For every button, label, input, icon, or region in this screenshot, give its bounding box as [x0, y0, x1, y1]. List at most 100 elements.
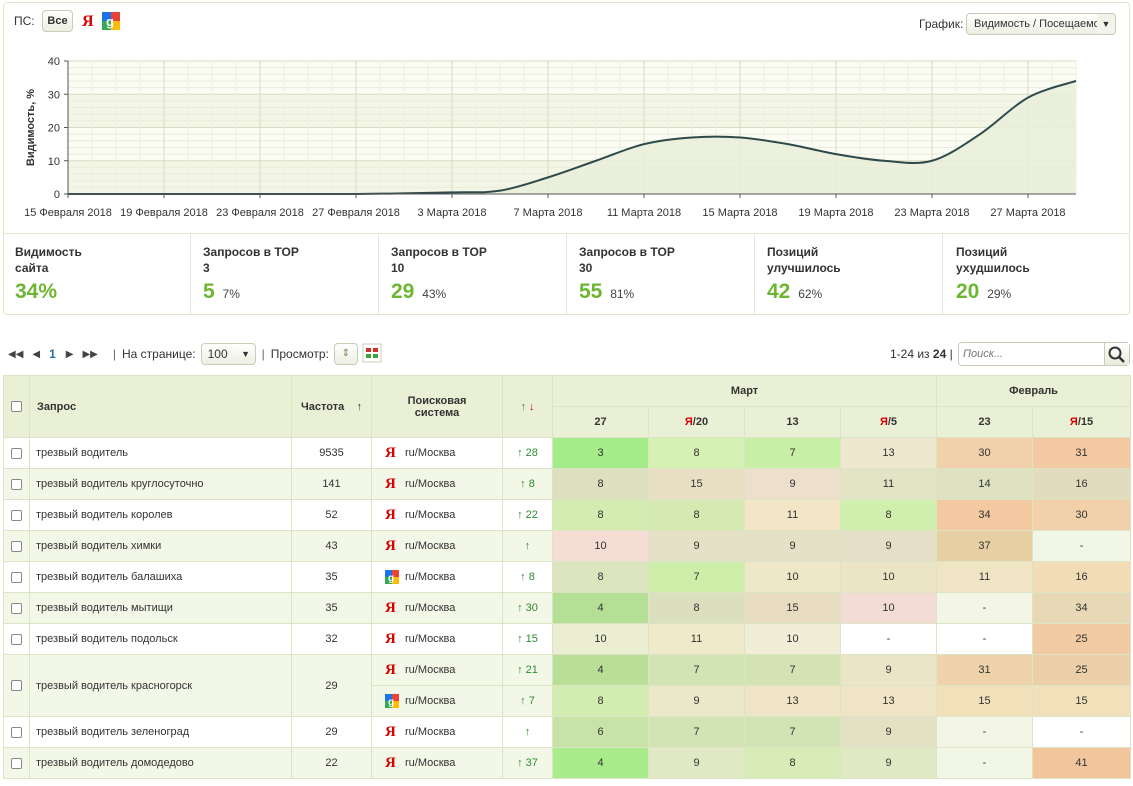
position-cell[interactable]: 7	[648, 654, 745, 686]
position-cell[interactable]: 7	[744, 437, 841, 469]
position-cell[interactable]: 31	[1032, 437, 1132, 469]
position-cell[interactable]: 7	[648, 561, 745, 593]
position-cell[interactable]: 4	[552, 747, 649, 779]
select-all-checkbox[interactable]	[11, 401, 22, 413]
date-header[interactable]: Я/20	[648, 406, 745, 438]
position-cell[interactable]: 9	[744, 530, 841, 562]
position-cell[interactable]: 6	[552, 716, 649, 748]
per-page-select[interactable]: 100 ▼	[200, 343, 256, 365]
position-cell[interactable]: 34	[936, 499, 1034, 531]
position-cell[interactable]: 15	[744, 592, 841, 624]
page-number[interactable]: 1	[49, 347, 56, 361]
graph-type-select[interactable]: Видимость / Посещаемо ▼	[966, 13, 1116, 35]
position-cell[interactable]: 4	[552, 654, 649, 686]
position-cell[interactable]: 13	[744, 685, 841, 717]
table-row[interactable]: g ru/Москва ↑ 7 8 9 13 13 15 15	[4, 685, 1132, 717]
row-checkbox[interactable]	[11, 602, 22, 614]
position-cell[interactable]: 13	[839, 685, 938, 717]
position-cell[interactable]: 7	[744, 654, 841, 686]
position-cell[interactable]: 10	[552, 623, 649, 655]
position-cell[interactable]: 16	[1032, 561, 1132, 593]
position-cell[interactable]: 16	[1032, 468, 1132, 500]
position-cell[interactable]: 9	[648, 747, 745, 779]
position-cell[interactable]: 15	[936, 685, 1034, 717]
row-checkbox[interactable]	[11, 726, 22, 738]
engine-all-button[interactable]: Все	[42, 10, 73, 32]
yandex-icon[interactable]: Я	[80, 12, 94, 31]
position-cell[interactable]: 9	[648, 530, 745, 562]
position-cell[interactable]: 8	[552, 499, 649, 531]
position-cell[interactable]: 10	[839, 561, 938, 593]
search-input[interactable]	[963, 345, 1103, 363]
row-checkbox[interactable]	[11, 680, 22, 692]
col-freq-header[interactable]: Частота ↑	[291, 375, 372, 438]
position-cell[interactable]: 15	[648, 468, 745, 500]
next-page-icon[interactable]: ▶	[65, 348, 74, 360]
position-cell[interactable]: 9	[839, 747, 938, 779]
position-cell[interactable]: 30	[1032, 499, 1132, 531]
position-cell[interactable]: 15	[1032, 685, 1132, 717]
position-cell[interactable]: 14	[936, 468, 1034, 500]
position-cell[interactable]: 8	[744, 747, 841, 779]
row-checkbox[interactable]	[11, 509, 22, 521]
position-cell[interactable]: 13	[839, 437, 938, 469]
first-page-icon[interactable]: ◀◀	[8, 348, 24, 360]
position-cell[interactable]: -	[936, 716, 1034, 748]
sort-toggle-icon[interactable]: ⇕	[333, 343, 358, 365]
position-cell[interactable]: 10	[552, 530, 649, 562]
position-cell[interactable]: 9	[839, 654, 938, 686]
position-cell[interactable]: 9	[744, 468, 841, 500]
position-cell[interactable]: 3	[552, 437, 649, 469]
position-cell[interactable]: -	[839, 623, 938, 655]
position-cell[interactable]: 7	[648, 716, 745, 748]
position-cell[interactable]: 25	[1032, 654, 1132, 686]
position-cell[interactable]: 10	[839, 592, 938, 624]
position-cell[interactable]: 8	[648, 437, 745, 469]
position-cell[interactable]: -	[936, 592, 1034, 624]
date-header[interactable]: Я/5	[839, 406, 938, 438]
position-cell[interactable]: 34	[1032, 592, 1132, 624]
position-cell[interactable]: -	[936, 747, 1034, 779]
position-cell[interactable]: 11	[648, 623, 745, 655]
date-header[interactable]: 27	[552, 406, 649, 438]
position-cell[interactable]: 8	[552, 561, 649, 593]
position-cell[interactable]: 11	[936, 561, 1034, 593]
row-checkbox[interactable]	[11, 447, 22, 459]
position-cell[interactable]: 9	[839, 716, 938, 748]
row-checkbox[interactable]	[11, 540, 22, 552]
position-cell[interactable]: 9	[839, 530, 938, 562]
position-cell[interactable]: 11	[744, 499, 841, 531]
position-cell[interactable]: 31	[936, 654, 1034, 686]
position-cell[interactable]: 8	[648, 499, 745, 531]
position-cell[interactable]: 8	[552, 685, 649, 717]
search-button[interactable]	[1104, 343, 1129, 365]
table-row[interactable]: трезвый водитель балашиха 35 g ru/Москва ↑ 8…	[3, 561, 1132, 593]
prev-page-icon[interactable]: ◀	[32, 348, 41, 360]
last-page-icon[interactable]: ▶▶	[82, 348, 98, 360]
position-cell[interactable]: 9	[648, 685, 745, 717]
position-cell[interactable]: 11	[839, 468, 938, 500]
row-checkbox[interactable]	[11, 633, 22, 645]
position-cell[interactable]: -	[1032, 530, 1132, 562]
position-cell[interactable]: 10	[744, 561, 841, 593]
row-checkbox[interactable]	[11, 478, 22, 490]
position-cell[interactable]: 30	[936, 437, 1034, 469]
position-cell[interactable]: 8	[552, 468, 649, 500]
google-icon[interactable]: g	[102, 12, 120, 33]
position-cell[interactable]: 8	[648, 592, 745, 624]
position-cell[interactable]: 4	[552, 592, 649, 624]
row-checkbox[interactable]	[11, 571, 22, 583]
position-cell[interactable]: 41	[1032, 747, 1132, 779]
position-cell[interactable]: 7	[744, 716, 841, 748]
position-cell[interactable]: -	[936, 623, 1034, 655]
row-checkbox[interactable]	[11, 757, 22, 769]
position-cell[interactable]: 10	[744, 623, 841, 655]
